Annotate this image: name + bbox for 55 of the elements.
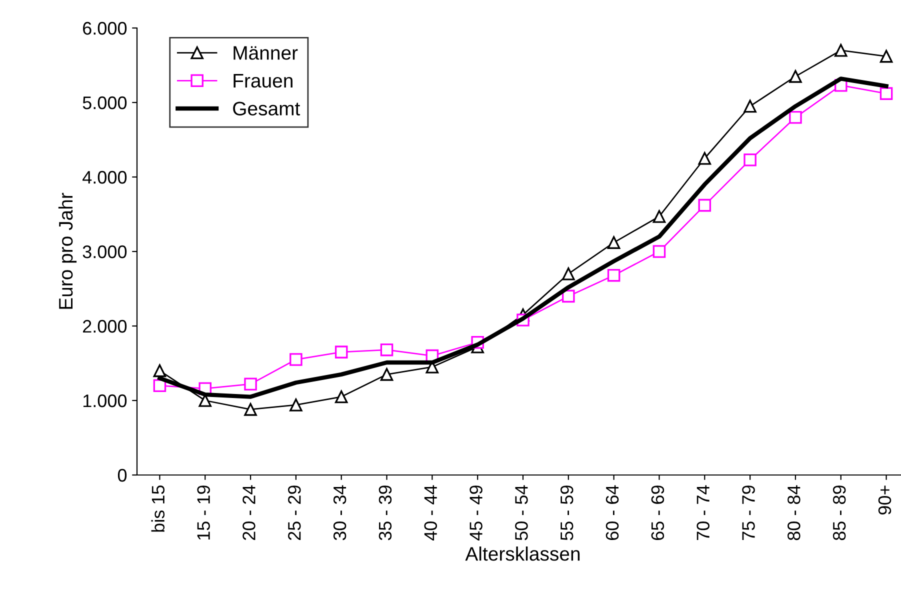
x-tick-label: 55 - 59 <box>560 486 574 540</box>
x-tick-label: 70 - 74 <box>696 485 710 540</box>
y-tick-label: 6.000 <box>83 22 127 35</box>
point <box>244 378 257 390</box>
x-tick-label: bis 15 <box>151 485 165 532</box>
point <box>789 70 802 83</box>
point <box>880 50 893 63</box>
point <box>562 267 575 280</box>
point <box>744 153 756 166</box>
y-tick-label: 5.000 <box>82 96 127 110</box>
x-tick-label: 35 - 39 <box>378 486 392 540</box>
point <box>562 290 575 303</box>
point <box>153 364 166 378</box>
legend-label: Gesamt <box>233 102 300 116</box>
x-tick-label: 80 - 84 <box>788 485 800 540</box>
legend-label: Frauen <box>234 74 292 88</box>
x-tick-label: 65 - 69 <box>651 486 664 540</box>
x-tick-label: 40 - 44 <box>424 485 438 541</box>
x-tick-label: 60 - 64 <box>606 485 619 540</box>
x-tick-label: 90+ <box>878 486 892 515</box>
x-tick-label: 45 - 49 <box>470 486 482 541</box>
legend-label: Männer <box>234 46 298 60</box>
point <box>290 353 302 366</box>
point <box>880 87 893 100</box>
y-tick-label: 0 <box>118 468 127 482</box>
point <box>153 379 166 392</box>
point <box>334 390 348 404</box>
point <box>652 210 666 223</box>
point <box>652 245 666 258</box>
x-tick-label: 20 - 24 <box>242 485 256 540</box>
y-tick-label: 2.000 <box>83 320 127 333</box>
y-tick-label: 1.000 <box>83 394 127 408</box>
x-tick-label: 85 - 89 <box>832 486 846 540</box>
point <box>607 236 620 249</box>
point <box>607 268 620 282</box>
y-tick-label: 4.000 <box>82 170 127 184</box>
point <box>834 44 848 57</box>
x-tick-label: 50 - 54 <box>515 485 528 540</box>
point <box>244 403 257 416</box>
point <box>380 368 394 381</box>
point <box>380 343 394 356</box>
y-tick-label: 3.000 <box>82 245 127 258</box>
point <box>789 111 802 124</box>
point <box>198 394 212 407</box>
point <box>698 198 712 212</box>
x-tick-label: 75 - 79 <box>742 486 755 540</box>
point <box>290 398 302 412</box>
y-axis-title: Euro pro Jahr <box>58 192 77 309</box>
x-tick-label: 15 - 19 <box>197 486 210 540</box>
point <box>744 100 756 113</box>
point <box>698 152 712 165</box>
x-tick-label: 30 - 34 <box>333 485 346 540</box>
point <box>334 346 348 358</box>
x-axis-title: Altersklassen <box>465 546 580 561</box>
x-tick-label: 25 - 29 <box>288 486 301 540</box>
